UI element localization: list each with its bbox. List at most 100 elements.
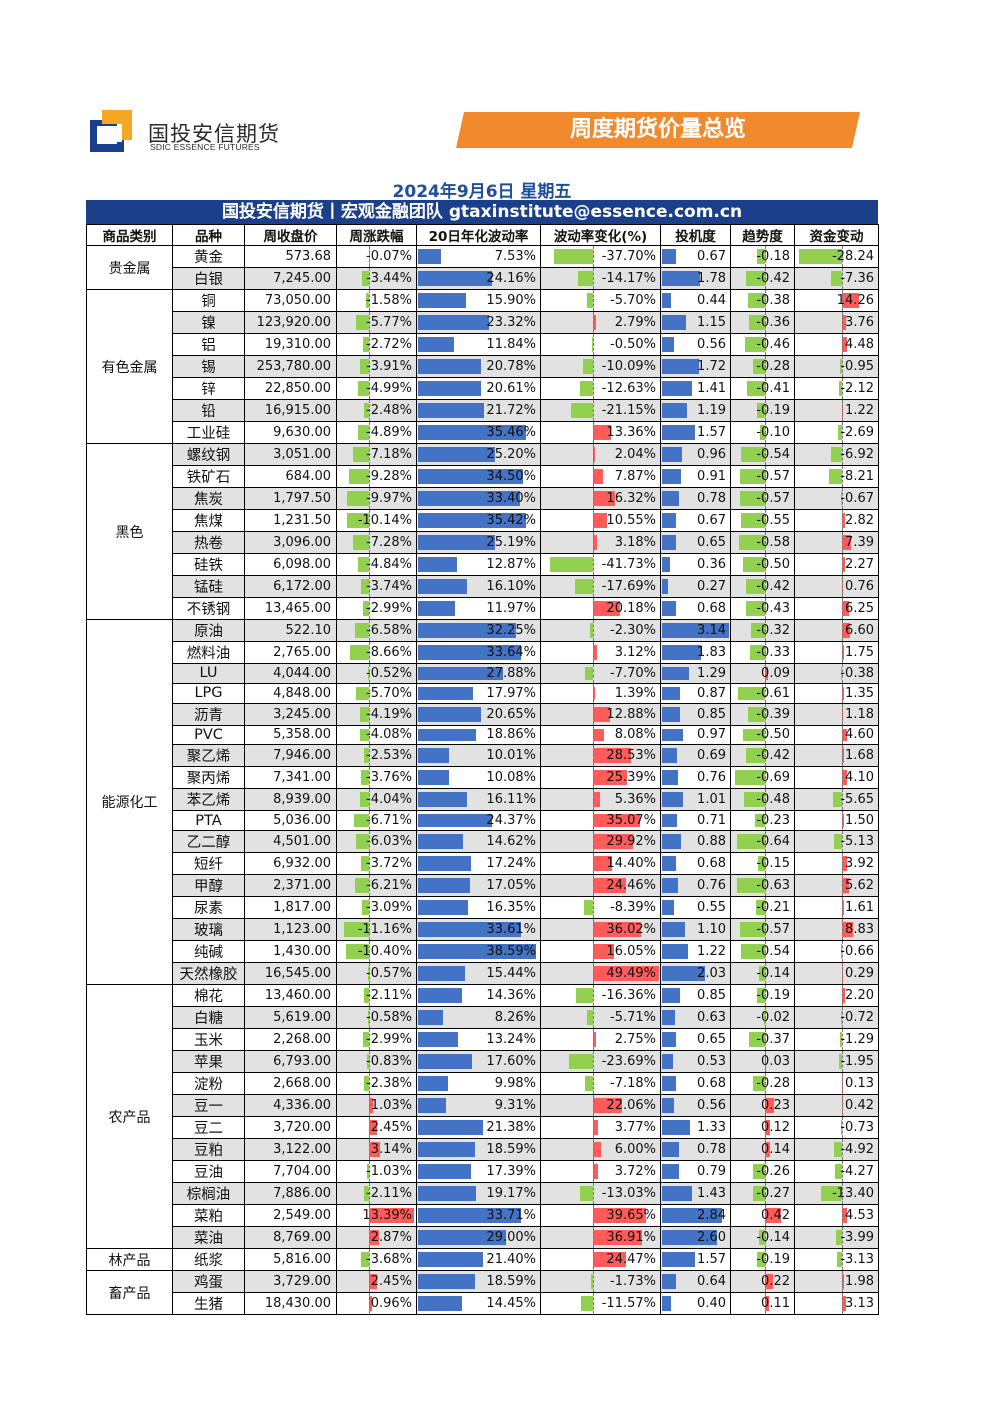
value-bar xyxy=(418,667,504,680)
bar-cell: 22.06% xyxy=(540,1094,661,1118)
value-bar xyxy=(758,1230,765,1246)
value-text: 2.04% xyxy=(614,447,656,462)
value-text: 16.11% xyxy=(486,792,536,808)
table-row: LU 4,044.00 -0.52% 27.88% -7.70% 1.29 0.09 -0.3… xyxy=(87,663,879,684)
bar-cell: -28.24 xyxy=(794,245,879,268)
value-text: 0.68 xyxy=(697,856,726,872)
value-bar xyxy=(365,293,370,308)
zero-axis xyxy=(592,356,594,377)
bar-cell: -4.84% xyxy=(336,553,417,576)
value-bar xyxy=(662,491,679,506)
value-bar xyxy=(592,814,640,828)
value-text: 1.15 xyxy=(697,315,726,330)
bar-cell: 0.55 xyxy=(660,896,731,920)
zero-axis xyxy=(764,290,766,311)
value-bar xyxy=(662,1252,696,1268)
zero-axis xyxy=(764,1051,766,1072)
close-price-cell: 73,050.00 xyxy=(244,289,337,312)
bar-cell: 25.39% xyxy=(540,766,661,790)
value-bar xyxy=(582,359,593,374)
table-row: 有色金属铜 73,050.00 -1.58% 15.90% -5.70% 0.44 -0.3… xyxy=(86,289,879,444)
bar-cell: 17.39% xyxy=(416,1160,541,1184)
bar-cell: -0.21 xyxy=(730,896,795,920)
close-price-cell: 16,915.00 xyxy=(244,399,337,422)
bar-cell: -0.64 xyxy=(730,830,795,854)
value-bar xyxy=(764,1208,782,1224)
bar-cell: 0.11 xyxy=(730,1292,795,1316)
value-bar xyxy=(554,249,593,264)
value-bar xyxy=(662,1010,676,1026)
value-bar xyxy=(662,706,681,722)
value-bar xyxy=(764,667,769,680)
table-row: 菜粕 2,549.00 13.39% 33.71% 39.65% 2.84 0.42 4.53 xyxy=(87,1204,879,1228)
value-bar xyxy=(418,1098,447,1114)
value-bar xyxy=(418,1010,444,1026)
value-text: 3.76 xyxy=(845,315,874,330)
zero-axis xyxy=(841,745,843,766)
value-text: -0.26 xyxy=(756,1164,790,1180)
value-bar xyxy=(358,381,370,396)
value-text: 7.87% xyxy=(614,469,656,484)
bar-cell: -11.16% xyxy=(336,918,417,942)
zero-axis xyxy=(369,620,371,641)
zero-axis xyxy=(764,1161,766,1182)
bar-cell: -0.26 xyxy=(730,1160,795,1184)
bar-cell: 0.56 xyxy=(660,1094,731,1118)
value-text: -0.72 xyxy=(840,1010,874,1026)
value-text: -4.04% xyxy=(366,792,412,808)
value-bar xyxy=(418,1274,475,1290)
value-text: 0.12 xyxy=(761,1120,790,1136)
variety-cell: 菜油 xyxy=(172,1226,245,1250)
value-bar xyxy=(662,856,677,872)
value-text: 13.39% xyxy=(362,1208,412,1224)
bar-cell: 0.97 xyxy=(660,724,731,746)
bar-cell: -5.71% xyxy=(540,1006,661,1030)
zero-axis xyxy=(369,853,371,874)
zero-axis xyxy=(369,466,371,487)
bar-cell: -0.42 xyxy=(730,575,795,598)
value-text: 2.60 xyxy=(697,1230,726,1246)
bar-cell: -0.43 xyxy=(730,597,795,620)
zero-axis xyxy=(592,576,594,597)
company-logo: 国投安信期货 SDIC ESSENCE FUTURES xyxy=(90,110,290,156)
value-bar xyxy=(369,1120,378,1136)
zero-axis xyxy=(841,268,843,289)
zero-axis xyxy=(764,488,766,509)
bar-cell: -8.39% xyxy=(540,896,661,920)
zero-axis xyxy=(592,532,594,553)
value-text: 0.68 xyxy=(697,1076,726,1092)
zero-axis xyxy=(369,554,371,575)
zero-axis xyxy=(841,334,843,355)
zero-axis xyxy=(764,1249,766,1270)
value-bar xyxy=(662,1164,679,1180)
zero-axis xyxy=(764,831,766,852)
zero-axis xyxy=(369,400,371,421)
zero-axis xyxy=(369,1117,371,1138)
variety-cell: 豆粕 xyxy=(172,1138,245,1162)
value-text: -41.73% xyxy=(601,557,656,572)
value-text: -1.95 xyxy=(840,1054,874,1070)
value-bar xyxy=(838,381,842,396)
value-bar xyxy=(369,1274,378,1290)
table-header-row: 商品类别 品种 周收盘价 周涨跌幅 20日年化波动率 波动率变化(%) 投机度 趋势度 资金变动 xyxy=(86,224,879,246)
value-bar xyxy=(739,491,765,506)
value-text: 0.23 xyxy=(761,1098,790,1114)
value-text: 25.39% xyxy=(606,770,656,786)
bar-cell: 17.24% xyxy=(416,852,541,876)
bar-cell: 1.39% xyxy=(540,682,661,704)
zero-axis xyxy=(841,684,843,703)
close-price-cell: 4,336.00 xyxy=(244,1094,337,1118)
column-header: 周收盘价 xyxy=(244,224,337,246)
value-text: 8.83 xyxy=(845,922,874,938)
value-bar xyxy=(369,1208,414,1224)
value-bar xyxy=(362,1032,370,1048)
value-text: 36.02% xyxy=(606,922,656,938)
value-bar xyxy=(746,748,765,764)
value-text: -7.18% xyxy=(610,1076,656,1092)
value-bar xyxy=(592,878,626,894)
zero-axis xyxy=(592,767,594,788)
value-bar xyxy=(755,900,765,916)
bar-cell: -8.21 xyxy=(794,465,879,488)
value-text: 1.61 xyxy=(845,900,874,916)
value-bar xyxy=(344,922,370,938)
